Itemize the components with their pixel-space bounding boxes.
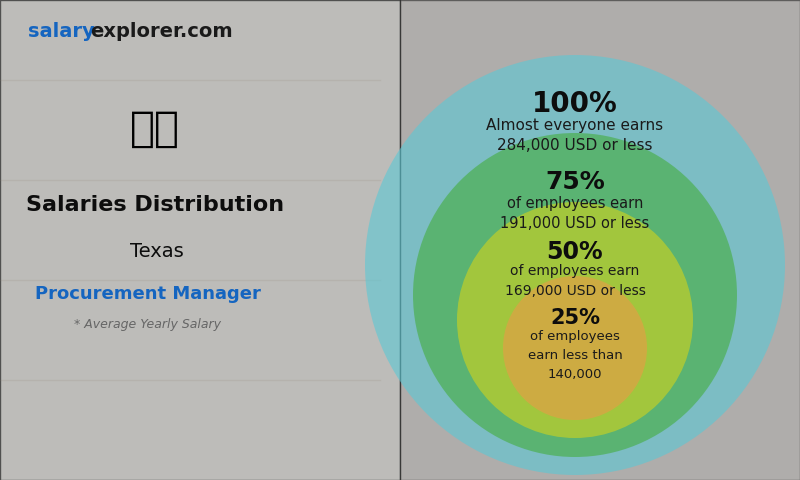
Text: salary: salary [28,22,94,41]
Text: Salaries Distribution: Salaries Distribution [26,195,284,215]
Text: 🇺🇸: 🇺🇸 [130,108,180,150]
Circle shape [413,133,737,457]
Circle shape [365,55,785,475]
Text: 140,000: 140,000 [548,368,602,381]
Text: * Average Yearly Salary: * Average Yearly Salary [74,318,222,331]
Text: 191,000 USD or less: 191,000 USD or less [500,216,650,231]
Circle shape [503,276,647,420]
Text: 284,000 USD or less: 284,000 USD or less [498,138,653,153]
Text: 169,000 USD or less: 169,000 USD or less [505,284,646,298]
Text: explorer.com: explorer.com [90,22,233,41]
Text: 50%: 50% [546,240,603,264]
Text: Texas: Texas [130,242,184,261]
Circle shape [457,202,693,438]
Text: Procurement Manager: Procurement Manager [35,285,261,303]
Text: of employees earn: of employees earn [510,264,640,278]
Text: of employees earn: of employees earn [507,196,643,211]
Text: of employees: of employees [530,330,620,343]
Text: earn less than: earn less than [528,349,622,362]
Text: 25%: 25% [550,308,600,328]
Text: Almost everyone earns: Almost everyone earns [486,118,663,133]
FancyBboxPatch shape [400,0,800,480]
FancyBboxPatch shape [0,0,400,480]
Text: 100%: 100% [532,90,618,118]
Text: 75%: 75% [545,170,605,194]
